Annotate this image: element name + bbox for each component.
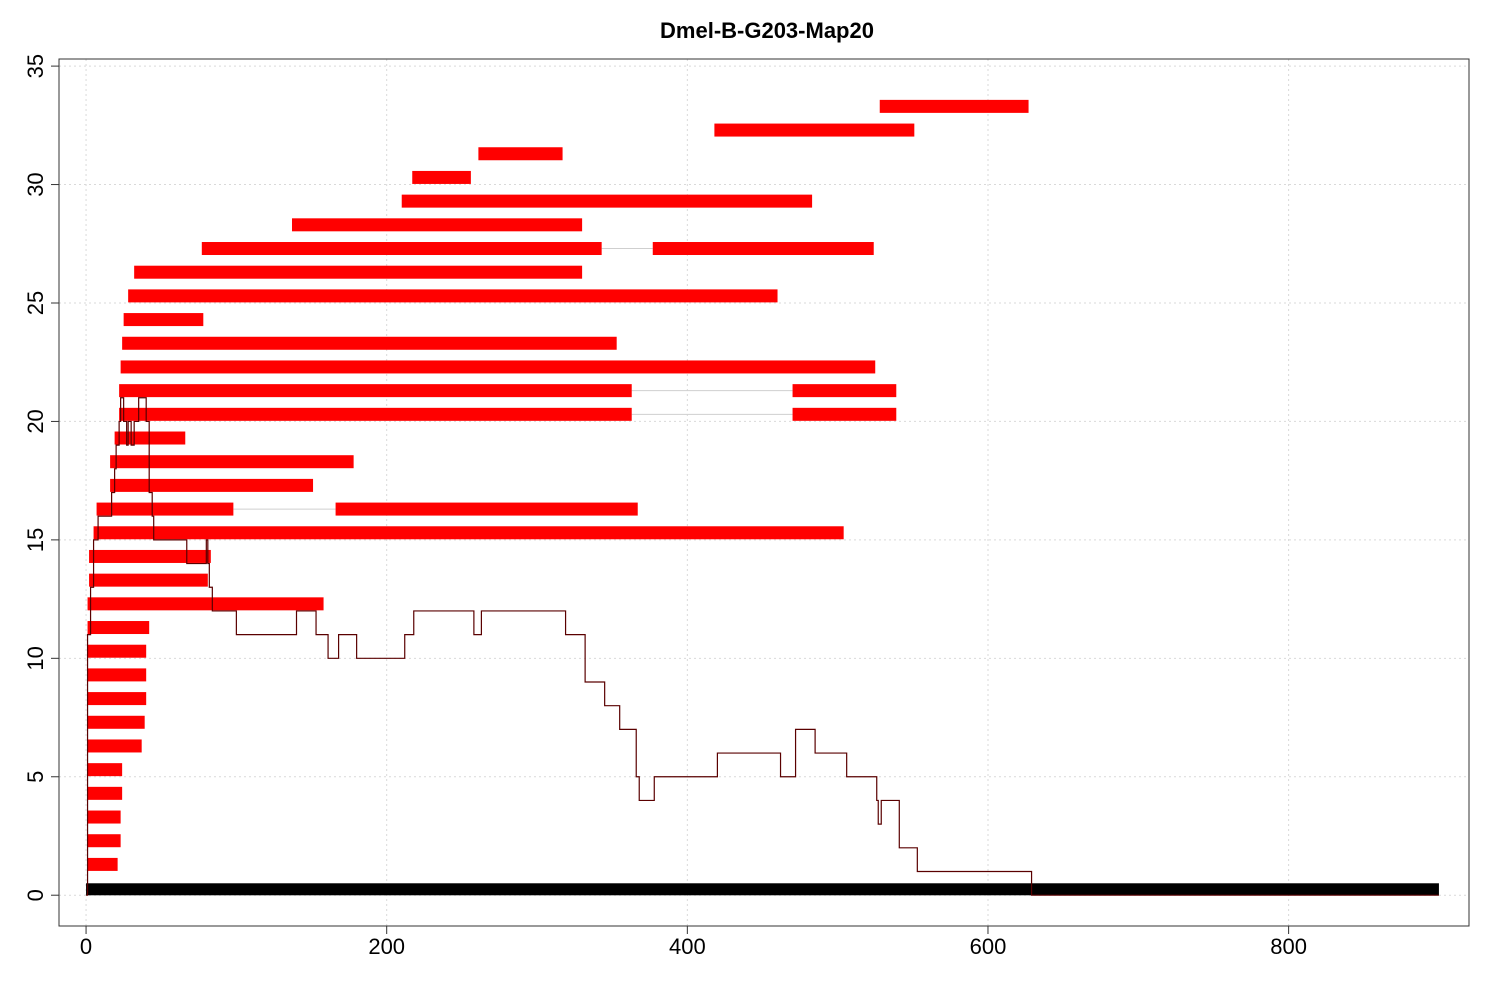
read-segment bbox=[87, 668, 147, 682]
read-gap-layer bbox=[233, 248, 793, 510]
y-tick-label: 35 bbox=[23, 54, 48, 78]
y-tick-label: 25 bbox=[23, 291, 48, 315]
read-segment bbox=[87, 857, 118, 871]
read-segment bbox=[114, 431, 186, 445]
read-segment bbox=[119, 407, 632, 421]
axis-layer: 0 200 400 600 800 0 5 10 15 20 25 30 35 bbox=[23, 54, 1307, 959]
read-segment bbox=[87, 715, 145, 729]
read-segment bbox=[134, 265, 583, 279]
reference-layer bbox=[86, 883, 1439, 896]
read-segment bbox=[87, 810, 121, 824]
read-segment bbox=[87, 786, 123, 800]
x-tick-label: 200 bbox=[368, 934, 405, 959]
y-tick-label: 5 bbox=[23, 771, 48, 783]
read-segment bbox=[110, 455, 354, 469]
coverage-layer bbox=[86, 397, 1439, 896]
x-tick-label: 600 bbox=[970, 934, 1007, 959]
read-segment bbox=[201, 242, 602, 256]
read-segment bbox=[128, 289, 778, 303]
read-segment bbox=[87, 739, 142, 753]
y-tick-label: 15 bbox=[23, 528, 48, 552]
coverage-line bbox=[86, 397, 1439, 896]
read-segment bbox=[122, 336, 617, 350]
read-segment bbox=[714, 123, 915, 137]
y-tick-label: 0 bbox=[23, 889, 48, 901]
y-tick-label: 20 bbox=[23, 409, 48, 433]
read-segment bbox=[401, 194, 813, 208]
y-tick-label: 30 bbox=[23, 172, 48, 196]
x-tick-label: 800 bbox=[1270, 934, 1307, 959]
read-segment bbox=[123, 313, 204, 327]
grid-layer bbox=[59, 59, 1469, 926]
read-segment bbox=[120, 360, 876, 374]
x-tick-label: 0 bbox=[80, 934, 92, 959]
read-segment bbox=[110, 478, 314, 492]
read-segment bbox=[412, 170, 471, 184]
read-segment bbox=[87, 644, 147, 658]
plot-frame bbox=[58, 58, 1470, 927]
read-segment bbox=[792, 407, 897, 421]
read-segment bbox=[335, 502, 638, 516]
read-segment bbox=[96, 502, 234, 516]
read-segment bbox=[87, 834, 121, 848]
read-segment bbox=[87, 763, 123, 777]
read-segment bbox=[89, 573, 208, 587]
read-segment bbox=[119, 384, 632, 398]
reads-layer bbox=[87, 99, 1029, 871]
read-segment bbox=[478, 147, 563, 161]
read-segment bbox=[87, 621, 150, 635]
y-tick-label: 10 bbox=[23, 646, 48, 670]
read-segment bbox=[652, 242, 874, 256]
chart-title: Dmel-B-G203-Map20 bbox=[660, 18, 874, 43]
read-segment bbox=[291, 218, 583, 232]
read-segment bbox=[93, 526, 844, 540]
read-segment bbox=[87, 597, 324, 611]
read-segment bbox=[89, 549, 211, 563]
read-segment bbox=[792, 384, 897, 398]
read-segment bbox=[879, 99, 1029, 113]
x-tick-label: 400 bbox=[669, 934, 706, 959]
read-segment bbox=[87, 692, 147, 706]
reference-bar bbox=[86, 883, 1439, 896]
